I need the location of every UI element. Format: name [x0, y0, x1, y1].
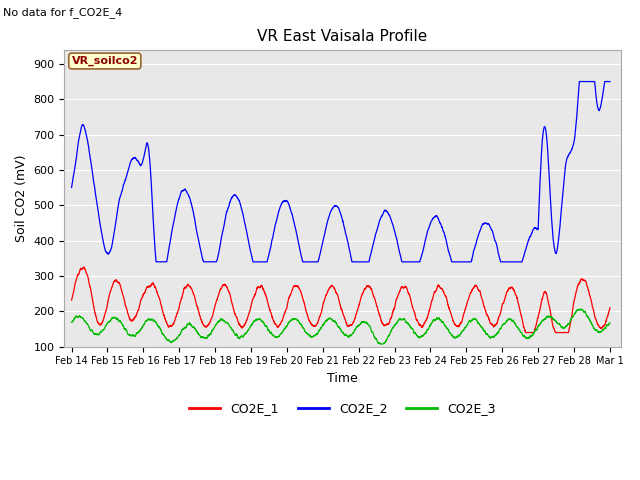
Legend: CO2E_1, CO2E_2, CO2E_3: CO2E_1, CO2E_2, CO2E_3	[184, 397, 501, 420]
Text: VR_soilco2: VR_soilco2	[72, 56, 138, 66]
Title: VR East Vaisala Profile: VR East Vaisala Profile	[257, 29, 428, 44]
X-axis label: Time: Time	[327, 372, 358, 385]
Y-axis label: Soil CO2 (mV): Soil CO2 (mV)	[15, 155, 28, 242]
Text: No data for f_CO2E_4: No data for f_CO2E_4	[3, 7, 122, 18]
